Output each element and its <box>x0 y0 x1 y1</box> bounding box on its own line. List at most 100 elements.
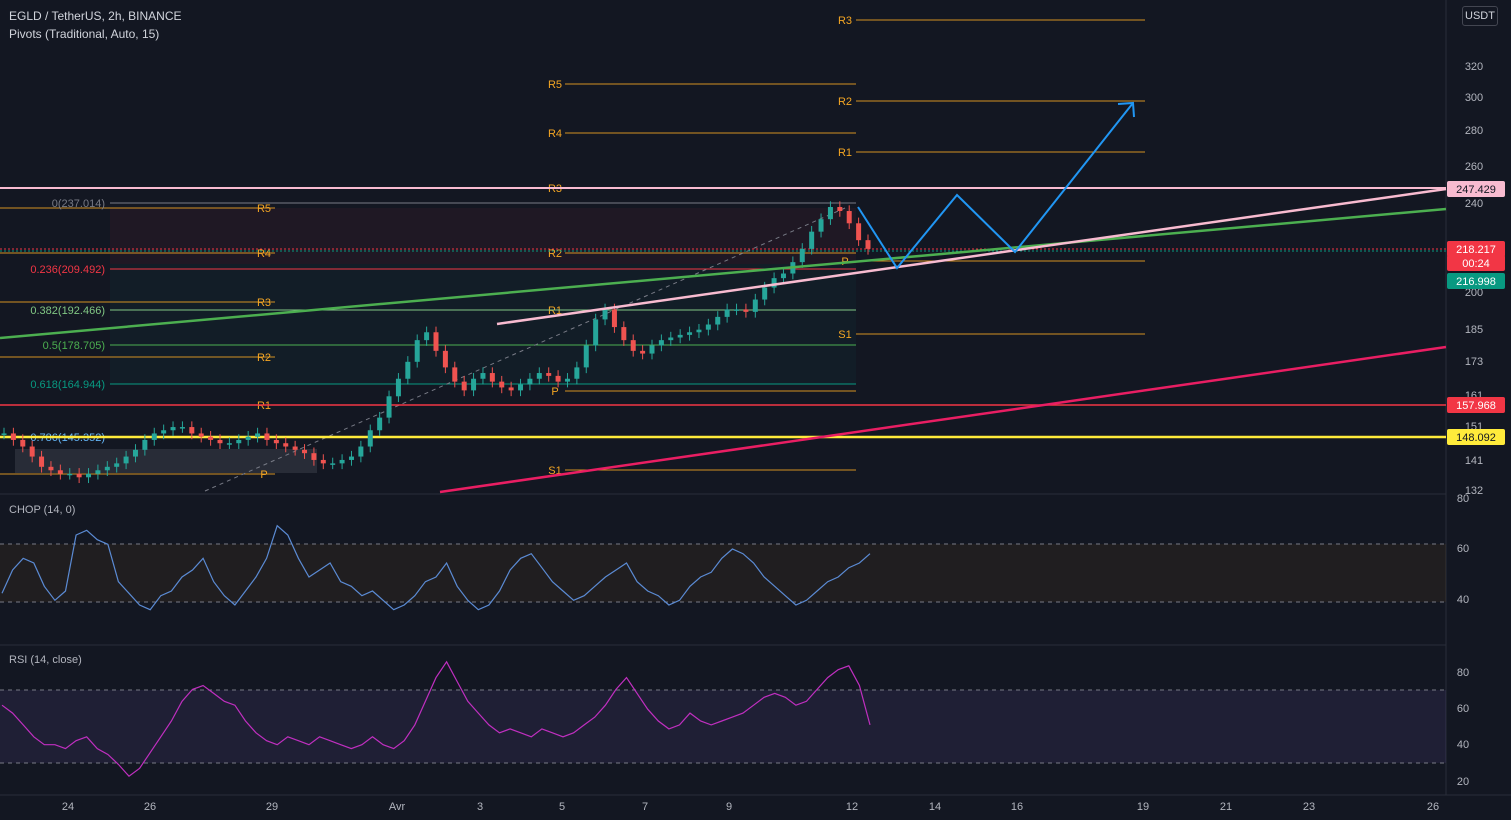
pivot-label: R2 <box>257 352 271 364</box>
candle-body <box>29 446 35 457</box>
projection-arrow-head <box>1117 101 1135 118</box>
candle-body <box>827 206 833 220</box>
time-tick: 7 <box>642 801 648 813</box>
candle-body <box>395 378 401 397</box>
candle-body <box>170 427 176 431</box>
candle-body <box>536 373 542 379</box>
pivot-label: R3 <box>838 15 852 27</box>
candle-body <box>39 456 45 467</box>
candle-body <box>527 378 533 385</box>
candle-body <box>546 373 552 376</box>
pivot-label: R2 <box>548 248 562 260</box>
candle-body <box>198 433 204 437</box>
pivot-label: R1 <box>838 147 852 159</box>
candle-body <box>564 378 570 382</box>
pivot-label: R5 <box>257 203 271 215</box>
candle-body <box>1 433 7 435</box>
candle-body <box>837 206 843 212</box>
price-tag <box>1447 181 1505 197</box>
candle-body <box>414 340 420 362</box>
time-tick: 9 <box>726 801 732 813</box>
price-tag <box>1447 255 1505 271</box>
pivots-indicator-title[interactable]: Pivots (Traditional, Auto, 15) <box>9 27 160 41</box>
candle-body <box>471 378 477 391</box>
candle-body <box>57 470 63 474</box>
price-tag-text: 216.998 <box>1456 276 1496 288</box>
price-tick: 260 <box>1465 161 1483 173</box>
symbol-title: EGLD / TetherUS, 2h, BINANCE <box>9 9 182 23</box>
candle-body <box>705 324 711 330</box>
candle-body <box>743 309 749 312</box>
time-tick: 16 <box>1011 801 1023 813</box>
fib-level-label: 0.382(192.466) <box>30 305 105 317</box>
candle-body <box>161 430 167 434</box>
trendline-magenta <box>439 345 1447 494</box>
currency-button[interactable]: USDT <box>1462 6 1498 26</box>
fib-zone <box>110 208 856 264</box>
candle-body <box>76 473 82 478</box>
time-tick: 21 <box>1220 801 1232 813</box>
oscillator-line <box>1 524 871 611</box>
candle-body <box>856 223 862 241</box>
candle-body <box>771 278 777 288</box>
candle-body <box>865 240 871 249</box>
candle-body <box>649 345 655 354</box>
fib-level-label: 0.5(178.705) <box>43 340 105 352</box>
pivot-label: R4 <box>257 248 271 260</box>
candle-body <box>818 219 824 232</box>
rsi-pane-title[interactable]: RSI (14, close) <box>9 654 82 666</box>
candle-body <box>114 463 120 467</box>
oscillator-tick: 80 <box>1457 493 1469 505</box>
price-tick: 300 <box>1465 92 1483 104</box>
candle-body <box>302 449 308 454</box>
candle-body <box>10 433 16 440</box>
candle-body <box>640 350 646 354</box>
candle-body <box>86 473 92 478</box>
price-tag-text: 157.968 <box>1456 400 1496 412</box>
price-tick: 200 <box>1465 287 1483 299</box>
pivot-label: R1 <box>257 400 271 412</box>
candle-body <box>668 337 674 341</box>
pivot-label: R5 <box>548 79 562 91</box>
candle-body <box>715 316 721 325</box>
candle-body <box>348 456 354 460</box>
projection-path <box>857 102 1134 270</box>
range-box <box>15 449 317 473</box>
candle-body <box>245 436 251 440</box>
trendline-pink <box>496 187 1447 326</box>
candle-body <box>611 309 617 328</box>
candle-body <box>461 381 467 391</box>
candle-body <box>132 449 138 457</box>
chop-pane-title[interactable]: CHOP (14, 0) <box>9 504 76 516</box>
fib-level-label: 0.236(209.492) <box>30 264 105 276</box>
candle-body <box>217 439 223 444</box>
price-tag-text: 148.092 <box>1456 432 1496 444</box>
candle-body <box>696 329 702 333</box>
candle-body <box>780 273 786 279</box>
candle-body <box>311 453 317 460</box>
candle-body <box>846 211 852 224</box>
candle-body <box>424 332 430 341</box>
price-tag <box>1447 397 1505 413</box>
candle-body <box>208 436 214 440</box>
candle-body <box>48 466 54 471</box>
price-tick: 141 <box>1465 455 1483 467</box>
candle-body <box>583 345 589 368</box>
price-tick: 280 <box>1465 125 1483 137</box>
candle-body <box>142 439 148 450</box>
fib-level-label: 0(237.014) <box>52 198 105 210</box>
candle-body <box>320 459 326 464</box>
oscillator-tick: 80 <box>1457 667 1469 679</box>
candle-body <box>762 287 768 300</box>
candle-body <box>20 439 26 447</box>
candle-body <box>236 439 242 444</box>
candle-body <box>621 327 627 341</box>
oscillator-tick: 40 <box>1457 739 1469 751</box>
candle-body <box>724 309 730 317</box>
pivot-label: S1 <box>838 329 851 341</box>
oscillator-band <box>0 544 1446 602</box>
price-tick: 320 <box>1465 61 1483 73</box>
candle-body <box>574 367 580 379</box>
candle-body <box>358 446 364 457</box>
